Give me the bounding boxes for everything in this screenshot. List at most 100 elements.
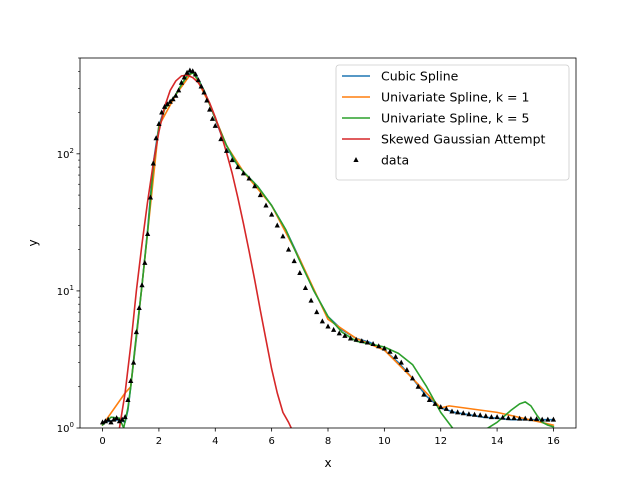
data-point bbox=[545, 416, 551, 422]
data-point bbox=[359, 338, 365, 344]
data-point bbox=[229, 157, 235, 163]
data-point bbox=[178, 79, 185, 85]
data-point bbox=[471, 411, 478, 417]
y-tick-label: 101 bbox=[57, 284, 74, 298]
data-point bbox=[167, 98, 173, 104]
data-point bbox=[269, 211, 275, 217]
data-point bbox=[147, 194, 154, 200]
data-point bbox=[528, 416, 534, 422]
data-point bbox=[432, 400, 438, 406]
data-point bbox=[252, 183, 258, 189]
data-point bbox=[139, 282, 145, 288]
data-point bbox=[218, 136, 224, 142]
data-point bbox=[370, 340, 376, 346]
data-point bbox=[426, 397, 433, 403]
data-point bbox=[136, 305, 142, 311]
data-point bbox=[209, 115, 216, 121]
data-point bbox=[336, 330, 342, 336]
y-axis-label: y bbox=[26, 239, 40, 246]
data-point bbox=[159, 109, 165, 115]
data-point bbox=[195, 77, 201, 83]
data-point bbox=[108, 419, 114, 425]
x-tick-label: 0 bbox=[99, 436, 105, 447]
x-axis-label: x bbox=[324, 456, 331, 470]
x-tick-label: 14 bbox=[491, 436, 504, 447]
data-point bbox=[257, 192, 263, 198]
data-point bbox=[274, 222, 280, 228]
legend-label: Cubic Spline bbox=[381, 69, 459, 84]
data-point bbox=[494, 414, 500, 420]
series-line-2 bbox=[101, 71, 555, 428]
y-tick-label: 100 bbox=[57, 421, 74, 435]
data-point bbox=[150, 160, 156, 166]
data-point bbox=[240, 170, 247, 176]
data-point bbox=[438, 404, 444, 410]
x-tick-label: 4 bbox=[212, 436, 218, 447]
data-point bbox=[421, 391, 427, 397]
data-point bbox=[280, 233, 286, 239]
x-tick-label: 8 bbox=[325, 436, 331, 447]
data-point bbox=[539, 416, 545, 422]
legend-marker bbox=[353, 157, 359, 162]
data-point bbox=[398, 359, 404, 365]
x-tick-label: 12 bbox=[434, 436, 447, 447]
data-point bbox=[176, 87, 182, 93]
data-point bbox=[308, 297, 314, 303]
legend-box bbox=[335, 64, 570, 181]
legend-label: Skewed Gaussian Attempt bbox=[381, 132, 545, 147]
data-point bbox=[204, 97, 210, 103]
data-point bbox=[522, 415, 528, 421]
data-point bbox=[455, 409, 461, 415]
y-tick-label: 102 bbox=[57, 147, 74, 161]
data-point bbox=[302, 285, 309, 291]
data-point bbox=[297, 270, 303, 276]
data-point bbox=[145, 231, 151, 237]
x-tick-label: 10 bbox=[378, 436, 391, 447]
data-point bbox=[404, 366, 410, 372]
data-point bbox=[181, 74, 187, 80]
data-point bbox=[114, 415, 120, 421]
legend-label: Univariate Spline, k = 1 bbox=[381, 90, 529, 105]
data-point bbox=[102, 418, 108, 424]
data-point bbox=[511, 415, 517, 421]
data-point bbox=[376, 343, 382, 349]
data-point bbox=[116, 418, 123, 424]
data-point bbox=[415, 383, 421, 389]
data-point bbox=[192, 71, 199, 77]
data-point bbox=[393, 353, 399, 359]
x-tick-label: 16 bbox=[547, 436, 560, 447]
data-point bbox=[477, 412, 483, 418]
data-point bbox=[505, 415, 511, 421]
data-point bbox=[364, 339, 371, 345]
data-point bbox=[325, 323, 331, 329]
data-point bbox=[105, 416, 111, 422]
data-point bbox=[223, 147, 230, 153]
data-point bbox=[111, 416, 117, 422]
x-tick-label: 2 bbox=[156, 436, 162, 447]
data-point bbox=[170, 96, 176, 102]
data-point bbox=[353, 336, 359, 342]
data-point bbox=[263, 202, 269, 208]
data-point bbox=[164, 101, 170, 107]
data-point bbox=[409, 375, 416, 381]
data-point bbox=[483, 413, 489, 419]
data-point bbox=[347, 335, 354, 341]
data-point bbox=[466, 411, 472, 417]
data-point bbox=[460, 410, 466, 416]
data-point bbox=[198, 83, 204, 89]
data-point bbox=[533, 416, 540, 422]
data-point bbox=[319, 318, 325, 324]
data-point bbox=[517, 415, 523, 421]
data-point bbox=[153, 135, 159, 141]
legend: Cubic Spline Univariate Spline, k = 1 Univ… bbox=[335, 64, 570, 181]
x-axis-ticks: 0 2 4 6 8 10 12 14 16 bbox=[99, 428, 560, 447]
data-point bbox=[190, 68, 196, 74]
data-point bbox=[488, 414, 495, 420]
data-point bbox=[314, 309, 320, 315]
data-point bbox=[184, 69, 190, 75]
data-point bbox=[342, 332, 348, 338]
data-point bbox=[212, 122, 218, 128]
data-point bbox=[285, 246, 292, 252]
data-point bbox=[550, 416, 557, 422]
